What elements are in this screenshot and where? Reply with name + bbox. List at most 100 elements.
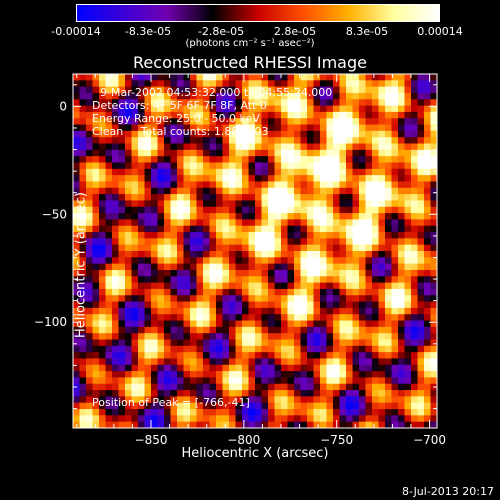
heatmap-cell [320,137,328,145]
heatmap-cell [118,320,126,328]
heatmap-cell [378,409,386,416]
heatmap-cell [151,137,159,145]
heatmap-cell [86,137,94,145]
heatmap-cell [352,301,360,309]
heatmap-cell [294,130,302,138]
heatmap-cell [99,200,107,208]
heatmap-cell [411,105,419,113]
heatmap-cell [248,263,256,271]
heatmap-cell [404,377,412,385]
heatmap-cell [79,206,87,214]
heatmap-cell [196,295,204,303]
heatmap-cell [144,213,152,220]
heatmap-cell [385,339,393,347]
heatmap-cell [138,409,146,416]
heatmap-cell [372,92,380,100]
heatmap-cell [164,156,172,164]
heatmap-cell [378,326,386,334]
heatmap-cell [222,219,230,227]
heatmap-cell [216,326,224,334]
heatmap-cell [281,86,289,94]
heatmap-cell [404,421,412,428]
heatmap-cell [417,402,425,410]
heatmap-cell [177,269,185,277]
heatmap-cell [339,371,347,379]
heatmap-cell [112,390,120,397]
heatmap-cell [196,358,204,366]
heatmap-cell [86,409,94,416]
heatmap-cell [365,339,373,347]
heatmap-cell [118,390,126,397]
heatmap-cell [203,282,211,290]
heatmap-cell [229,251,237,258]
heatmap-cell [333,282,341,290]
heatmap-cell [203,124,211,132]
heatmap-cell [365,377,373,385]
heatmap-cell [352,137,360,145]
heatmap-cell [216,415,224,423]
heatmap-cell [105,149,113,157]
heatmap-cell [404,269,412,277]
heatmap-cell [79,200,87,208]
heatmap-cell [242,238,250,246]
heatmap-cell [398,402,406,410]
heatmap-cell [372,371,380,379]
heatmap-cell [326,200,334,208]
heatmap-cell [79,111,87,119]
heatmap-cell [196,415,204,423]
heatmap-cell [79,402,87,410]
heatmap-cell [417,345,425,353]
heatmap-cell [313,371,321,379]
heatmap-cell [216,263,224,271]
heatmap-cell [209,339,217,347]
heatmap-cell [105,415,113,423]
heatmap-cell [424,232,432,239]
heatmap-cell [385,181,393,189]
heatmap-cell [320,111,328,119]
heatmap-cell [144,99,152,107]
heatmap-cell [196,232,204,239]
heatmap-cell [131,377,139,385]
heatmap-cell [92,269,100,277]
heatmap-cell [320,371,328,379]
heatmap-cell [229,415,237,423]
heatmap-cell [196,194,204,202]
heatmap-cell [255,124,263,132]
heatmap-cell [118,377,126,385]
heatmap-cell [255,288,263,296]
heatmap-cell [274,269,282,277]
heatmap-cell [300,269,308,277]
heatmap-cell [261,352,269,360]
heatmap-cell [170,251,178,258]
heatmap-cell [255,371,263,379]
heatmap-cell [372,219,380,227]
heatmap-cell [417,263,425,271]
heatmap-cell [391,314,399,322]
heatmap-cell [307,225,315,233]
heatmap-cell [112,194,120,202]
heatmap-cell [261,118,269,126]
heatmap-cell [229,130,237,138]
heatmap-cell [73,86,81,94]
heatmap-cell [274,92,282,100]
heatmap-cell [73,130,81,138]
heatmap-cell [118,421,126,428]
heatmap-cell [112,396,120,404]
heatmap-cell [138,257,146,265]
heatmap-cell [203,86,211,94]
heatmap-cell [183,371,191,379]
heatmap-cell [229,194,237,202]
heatmap-cell [255,358,263,366]
footer-date: 8-Jul-2013 20:17 [401,485,494,498]
heatmap-cell [326,238,334,246]
heatmap-cell [287,383,295,391]
heatmap-cell [235,251,243,258]
heatmap-cell [333,257,341,265]
heatmap-cell [404,352,412,360]
heatmap-cell [131,181,139,189]
heatmap-cell [92,377,100,385]
heatmap-cell [177,118,185,126]
heatmap-cell [365,200,373,208]
heatmap-cell [378,74,386,81]
heatmap-cell [222,326,230,334]
